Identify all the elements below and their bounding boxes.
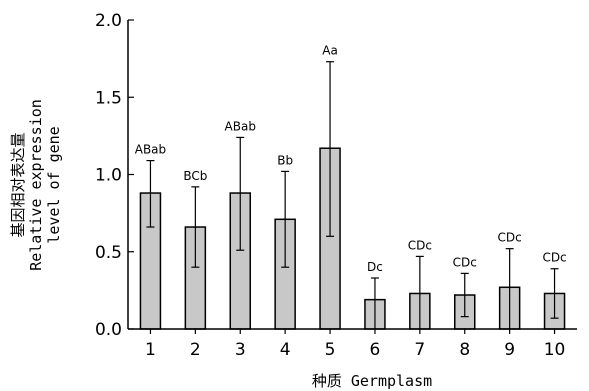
- x-tick-label-4: 4: [280, 340, 291, 360]
- significance-label-7: CDc: [408, 238, 432, 252]
- x-tick-label-9: 9: [504, 340, 515, 360]
- y-axis-title-line-1: 基因相对表达量: [9, 132, 27, 237]
- x-tick-label-2: 2: [190, 340, 201, 360]
- y-tick-label-0: 0.0: [95, 320, 122, 340]
- significance-label-4: Bb: [277, 153, 293, 167]
- x-axis-title: 种质 Germplasm: [312, 372, 432, 390]
- significance-label-1: ABab: [135, 143, 166, 157]
- error-bars-layer: [146, 61, 559, 329]
- x-tick-label-6: 6: [370, 340, 381, 360]
- significance-label-3: ABab: [225, 119, 256, 133]
- significance-label-5: Aa: [322, 44, 338, 58]
- y-tick-label-4: 2.0: [95, 11, 122, 31]
- significance-label-9: CDc: [498, 231, 522, 245]
- x-tick-label-5: 5: [325, 340, 336, 360]
- significance-label-8: CDc: [453, 255, 477, 269]
- significance-label-2: BCb: [183, 169, 207, 183]
- bars-layer: [139, 147, 566, 330]
- tick-labels-layer: 1 2 3 4 5 6 7 8 9 10 0.0 0.5 1.0 1.5 2.0: [95, 11, 565, 360]
- y-axis-title: 基因相对表达量 Relative expression level of gen…: [9, 99, 63, 271]
- significance-label-10: CDc: [542, 251, 566, 265]
- x-tick-label-7: 7: [414, 340, 425, 360]
- x-tick-label-1: 1: [145, 340, 156, 360]
- x-tick-label-10: 10: [544, 340, 566, 360]
- axes-layer: [127, 19, 577, 334]
- y-tick-label-1: 0.5: [95, 243, 122, 263]
- x-tick-label-8: 8: [459, 340, 470, 360]
- y-tick-label-3: 1.5: [95, 88, 122, 108]
- y-axis-title-line-3: level of gene: [45, 126, 63, 243]
- y-axis-title-line-2: Relative expression: [27, 99, 45, 271]
- significance-label-6: Dc: [367, 260, 383, 274]
- y-tick-label-2: 1.0: [95, 166, 122, 186]
- significance-labels-layer: ABab BCb ABab Bb Aa Dc CDc CDc CDc CDc: [135, 44, 567, 274]
- x-tick-label-3: 3: [235, 340, 246, 360]
